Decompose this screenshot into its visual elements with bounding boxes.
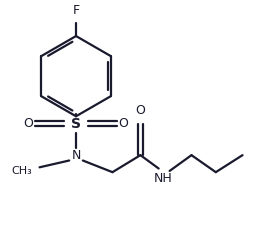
Text: F: F — [73, 4, 80, 17]
Text: O: O — [135, 104, 145, 118]
Text: CH₃: CH₃ — [11, 166, 32, 176]
Text: NH: NH — [154, 172, 173, 185]
Text: N: N — [71, 149, 81, 162]
Text: O: O — [24, 117, 34, 130]
Text: O: O — [118, 117, 128, 130]
Text: S: S — [71, 117, 81, 131]
